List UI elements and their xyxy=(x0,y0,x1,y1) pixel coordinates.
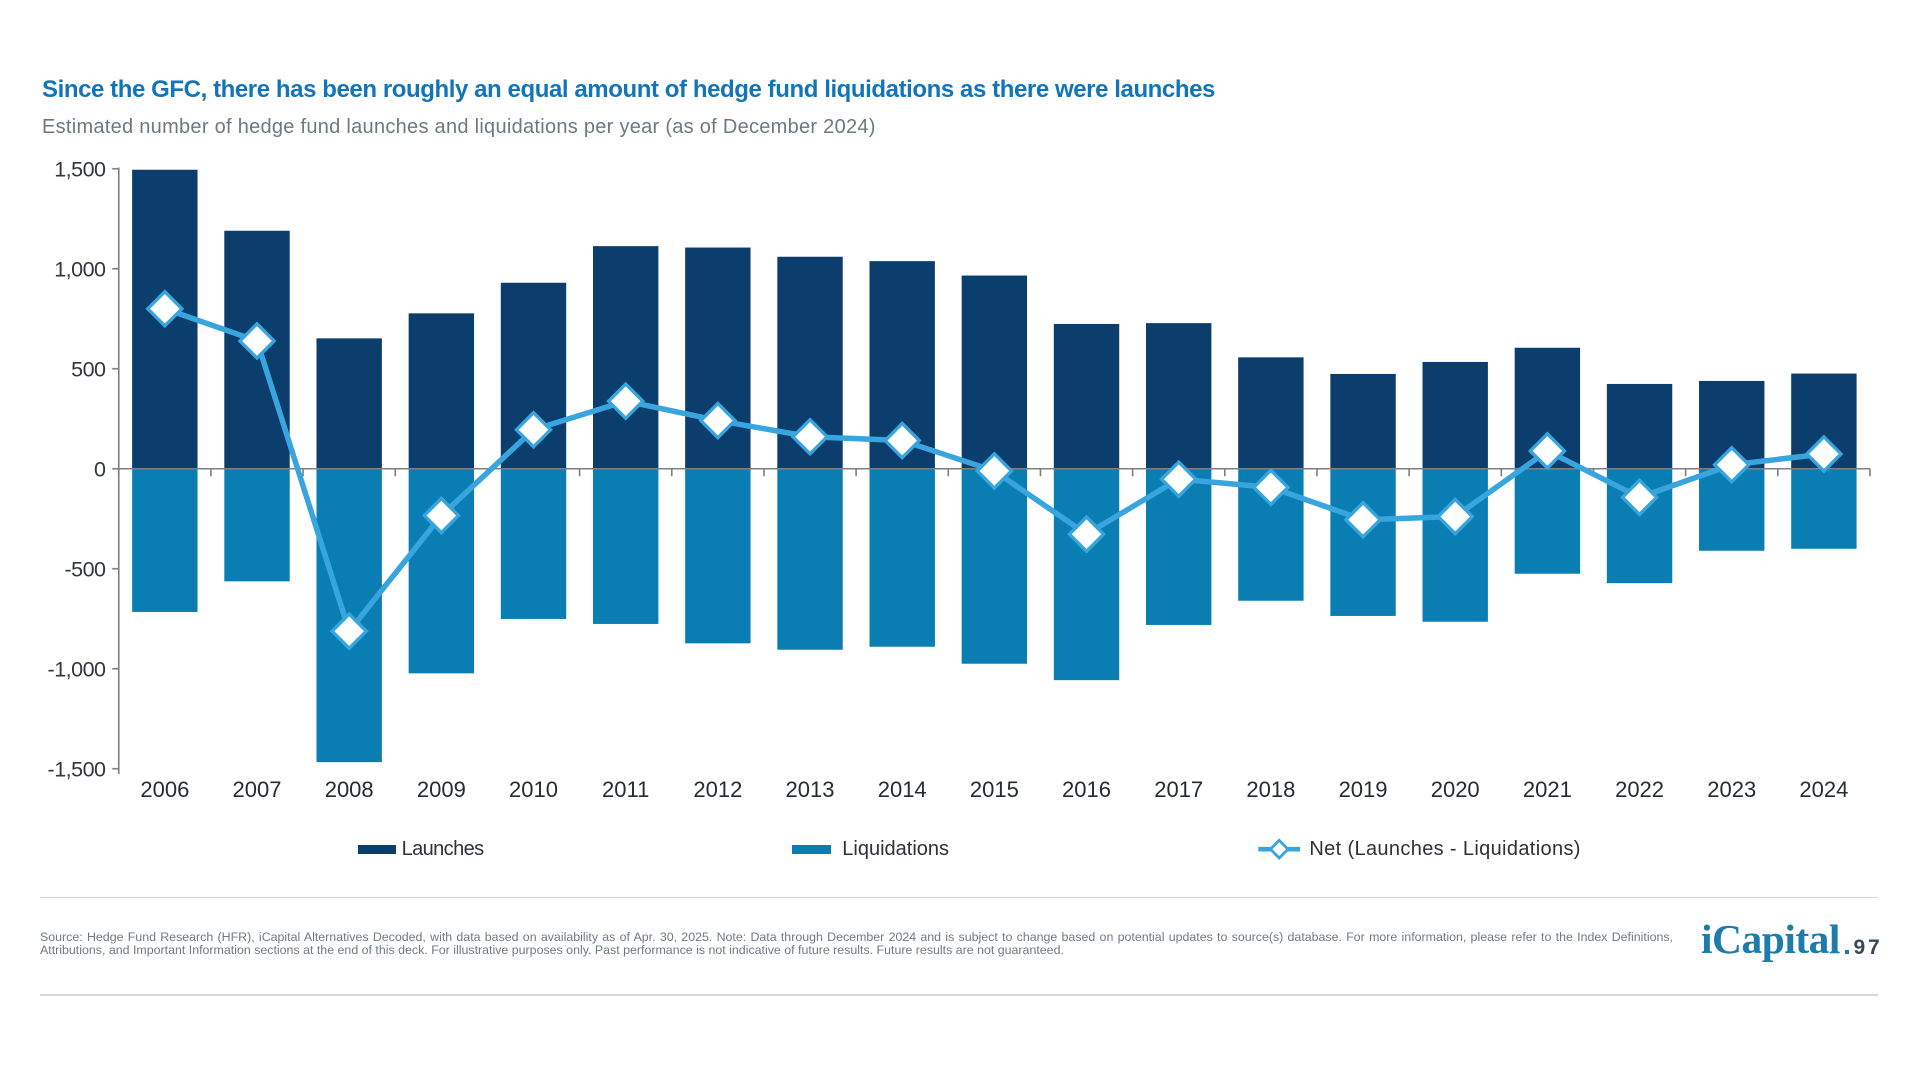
svg-text:2022: 2022 xyxy=(1615,777,1664,802)
svg-text:2011: 2011 xyxy=(602,777,649,802)
svg-text:2015: 2015 xyxy=(970,777,1019,802)
svg-text:2019: 2019 xyxy=(1339,777,1388,802)
svg-text:2008: 2008 xyxy=(325,777,374,802)
svg-text:2013: 2013 xyxy=(786,777,835,802)
svg-text:1,500: 1,500 xyxy=(54,157,106,181)
svg-text:1,000: 1,000 xyxy=(54,257,106,281)
svg-text:500: 500 xyxy=(71,357,106,381)
svg-text:2018: 2018 xyxy=(1246,777,1295,802)
svg-text:2023: 2023 xyxy=(1707,777,1756,802)
svg-text:2012: 2012 xyxy=(693,777,742,802)
svg-text:2017: 2017 xyxy=(1154,777,1203,802)
svg-text:-500: -500 xyxy=(64,557,106,581)
svg-text:2021: 2021 xyxy=(1523,777,1572,802)
svg-text:2016: 2016 xyxy=(1062,777,1111,802)
svg-text:0: 0 xyxy=(94,457,106,481)
svg-text:2007: 2007 xyxy=(233,777,282,802)
svg-text:2009: 2009 xyxy=(417,777,466,802)
svg-text:-1,500: -1,500 xyxy=(48,757,107,781)
svg-text:2020: 2020 xyxy=(1431,777,1480,802)
svg-text:2006: 2006 xyxy=(140,777,189,802)
svg-text:-1,000: -1,000 xyxy=(48,657,107,681)
svg-text:2014: 2014 xyxy=(878,777,927,802)
svg-text:2010: 2010 xyxy=(509,777,558,802)
svg-text:2024: 2024 xyxy=(1799,777,1848,802)
